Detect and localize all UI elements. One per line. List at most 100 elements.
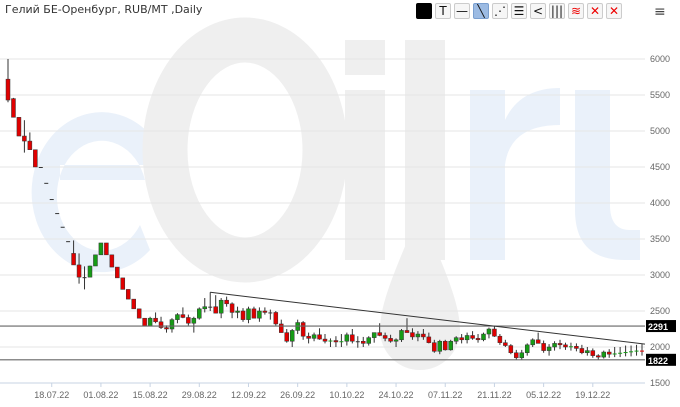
delete-tool[interactable]: ✕ bbox=[587, 3, 603, 19]
horizontal-line-tool[interactable]: — bbox=[454, 3, 470, 19]
color-button[interactable] bbox=[416, 3, 432, 19]
candle-body bbox=[109, 254, 115, 268]
candle-body bbox=[410, 332, 415, 338]
candle bbox=[240, 308, 246, 322]
candle-body bbox=[22, 135, 27, 142]
candle-body bbox=[486, 328, 492, 335]
candle bbox=[492, 326, 497, 337]
candle bbox=[169, 318, 175, 333]
candle-body bbox=[470, 335, 475, 339]
candle-body bbox=[612, 353, 617, 355]
candle-body bbox=[213, 306, 218, 314]
candle bbox=[524, 343, 530, 356]
watermark-o-shape bbox=[142, 17, 348, 283]
candle bbox=[579, 344, 585, 355]
layers-tool[interactable]: ≋ bbox=[568, 3, 584, 19]
candle bbox=[497, 334, 503, 345]
parallel-channel-tool[interactable]: ⋰ bbox=[492, 3, 508, 19]
candle-body bbox=[5, 78, 11, 101]
candle-body bbox=[104, 242, 109, 256]
x-tick-label: 19.12.22 bbox=[575, 390, 610, 400]
candle-body bbox=[328, 340, 333, 342]
trend-line-tool[interactable]: ╲ bbox=[473, 3, 489, 19]
candle-body bbox=[120, 277, 126, 290]
candle-body bbox=[563, 344, 568, 348]
candle bbox=[371, 332, 377, 343]
fan-tool[interactable]: < bbox=[530, 3, 546, 19]
vertical-lines-tool[interactable]: ||| bbox=[549, 3, 565, 19]
candle-body bbox=[388, 338, 393, 342]
candle bbox=[393, 338, 399, 347]
candle-body bbox=[640, 350, 644, 352]
candle-body bbox=[355, 341, 360, 343]
candle-body bbox=[191, 317, 197, 324]
candle-body bbox=[240, 310, 246, 320]
candle bbox=[131, 298, 136, 310]
hamburger-menu-icon[interactable]: ≡ bbox=[654, 4, 666, 20]
watermark-i-dot-shape bbox=[345, 40, 385, 75]
candle-body bbox=[44, 182, 49, 184]
candle bbox=[136, 308, 142, 319]
candle-body bbox=[579, 348, 585, 354]
candle bbox=[530, 338, 535, 347]
candle-body bbox=[87, 265, 93, 278]
candle bbox=[224, 296, 229, 307]
candle bbox=[218, 298, 224, 319]
candle-body bbox=[442, 340, 448, 351]
candle bbox=[612, 347, 617, 358]
y-tick-label: 2500 bbox=[650, 306, 670, 316]
candle bbox=[415, 331, 421, 342]
x-tick-label: 21.11.22 bbox=[477, 390, 511, 400]
candle bbox=[328, 338, 333, 347]
watermark-i-shape bbox=[345, 90, 385, 260]
delete-all-tool[interactable]: ✕ bbox=[606, 3, 622, 19]
watermark-logo bbox=[31, 17, 640, 370]
candle-body bbox=[421, 333, 426, 338]
candle-body bbox=[33, 149, 38, 168]
watermark-u-shape bbox=[575, 90, 640, 260]
candle bbox=[44, 182, 49, 184]
fibonacci-tool[interactable]: ☰ bbox=[511, 3, 527, 19]
candle-body bbox=[371, 332, 377, 338]
candle bbox=[142, 317, 147, 327]
candle bbox=[49, 199, 54, 201]
candle bbox=[186, 314, 191, 326]
candle bbox=[300, 321, 306, 340]
candle bbox=[87, 265, 93, 278]
trend-line[interactable] bbox=[210, 291, 646, 345]
x-tick-label: 07.11.22 bbox=[428, 390, 462, 400]
candle-body bbox=[306, 335, 311, 339]
y-tick-label: 3000 bbox=[650, 270, 670, 280]
candle bbox=[557, 339, 563, 350]
watermark-drop-icon bbox=[380, 210, 460, 370]
y-tick-label: 3500 bbox=[650, 234, 670, 244]
candle bbox=[284, 329, 289, 343]
candle bbox=[333, 336, 339, 347]
candle bbox=[191, 316, 197, 333]
candle-body bbox=[82, 277, 87, 279]
candle-body bbox=[235, 310, 240, 313]
drawings: 2291 1822 bbox=[0, 291, 676, 366]
candle bbox=[410, 328, 415, 340]
candle-body bbox=[180, 314, 186, 318]
candle-body bbox=[311, 334, 317, 339]
candle bbox=[317, 328, 322, 340]
candle bbox=[437, 339, 443, 355]
level-price-label: 2291 bbox=[648, 322, 668, 332]
text-tool[interactable]: T bbox=[435, 3, 451, 19]
candle bbox=[366, 336, 371, 346]
candle-body bbox=[60, 226, 65, 228]
candle-body bbox=[629, 351, 634, 353]
y-tick-label: 4500 bbox=[650, 162, 670, 172]
candle-body bbox=[596, 355, 601, 358]
candle-body bbox=[481, 333, 486, 341]
candle bbox=[262, 307, 268, 315]
candle-body bbox=[147, 317, 153, 327]
candle bbox=[475, 334, 481, 343]
candle-body bbox=[322, 338, 328, 342]
candle-body bbox=[519, 352, 525, 359]
x-tick-label: 10.10.22 bbox=[329, 390, 364, 400]
candle-body bbox=[229, 303, 235, 313]
chart-title: Гелий БЕ-Оренбург, RUB/MT ,Daily bbox=[5, 3, 203, 16]
